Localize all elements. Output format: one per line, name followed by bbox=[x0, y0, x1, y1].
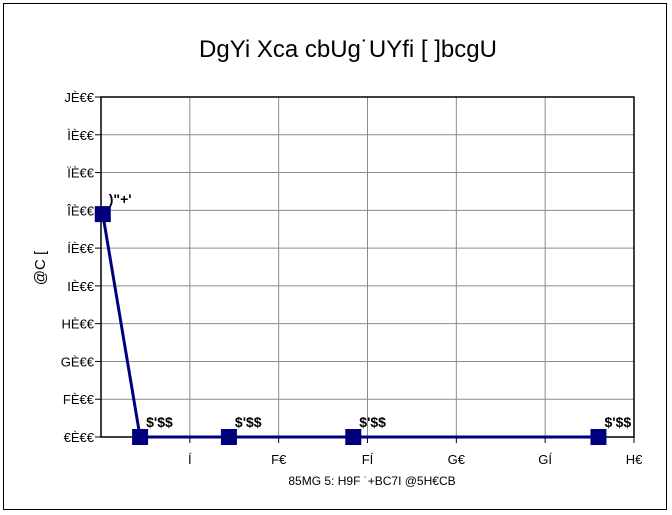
chart-title: DgYi Xca cbUg˙UYfi [ ]bcgU bbox=[199, 36, 497, 63]
data-label: $'$$ bbox=[604, 414, 631, 430]
y-tick-label: ÎÈ€€ bbox=[66, 203, 95, 218]
x-tick-label: Í bbox=[188, 452, 192, 467]
x-axis-label: 85MG 5: H9F ˙+BC7I @5H€CB bbox=[288, 474, 455, 488]
y-tick-label: ÏÈ€€ bbox=[67, 166, 95, 181]
y-axis-label: @C [ bbox=[32, 250, 49, 285]
data-point-marker bbox=[345, 429, 362, 445]
y-tick-label: GÈ€€ bbox=[61, 354, 95, 369]
grid bbox=[101, 96, 635, 437]
data-label: $'$$ bbox=[235, 414, 262, 430]
y-tick-label: ÌÈ€€ bbox=[67, 128, 95, 143]
data-point-marker bbox=[94, 206, 111, 223]
series-line bbox=[101, 213, 599, 439]
data-label: $'$$ bbox=[359, 414, 386, 430]
y-tick-label: HÈ€€ bbox=[61, 317, 94, 332]
x-tick-label: G€ bbox=[448, 452, 466, 467]
data-point-marker bbox=[132, 429, 149, 445]
y-tick-label: IÈ€€ bbox=[67, 279, 95, 294]
y-tick-label: €È€€ bbox=[64, 430, 95, 445]
x-tick-label: F€ bbox=[271, 452, 287, 467]
data-label: $'$$ bbox=[146, 414, 173, 430]
chart-frame bbox=[3, 3, 667, 510]
x-tick-label: FÍ bbox=[362, 452, 374, 467]
data-point-marker bbox=[590, 429, 607, 445]
x-tick-label: GÍ bbox=[538, 452, 552, 467]
y-tick-label: ÍÈ€€ bbox=[67, 241, 95, 256]
data-label: )"+' bbox=[109, 191, 132, 207]
plot-series: )"+' $'$$ $'$$ $'$$ $'$$ bbox=[94, 191, 631, 445]
axes: Í F€ FÍ G€ GÍ H€ €È€€ FÈ€€ GÈ€€ HÈ€€ IÈ€€ ÍÈ€€ ÎÈ€€ Ï… bbox=[61, 90, 643, 467]
data-point-marker bbox=[220, 429, 237, 445]
y-tick-label: FÈ€€ bbox=[63, 392, 95, 407]
y-tick-label: JÈ€€ bbox=[64, 90, 94, 105]
x-tick-label: H€ bbox=[626, 452, 643, 467]
